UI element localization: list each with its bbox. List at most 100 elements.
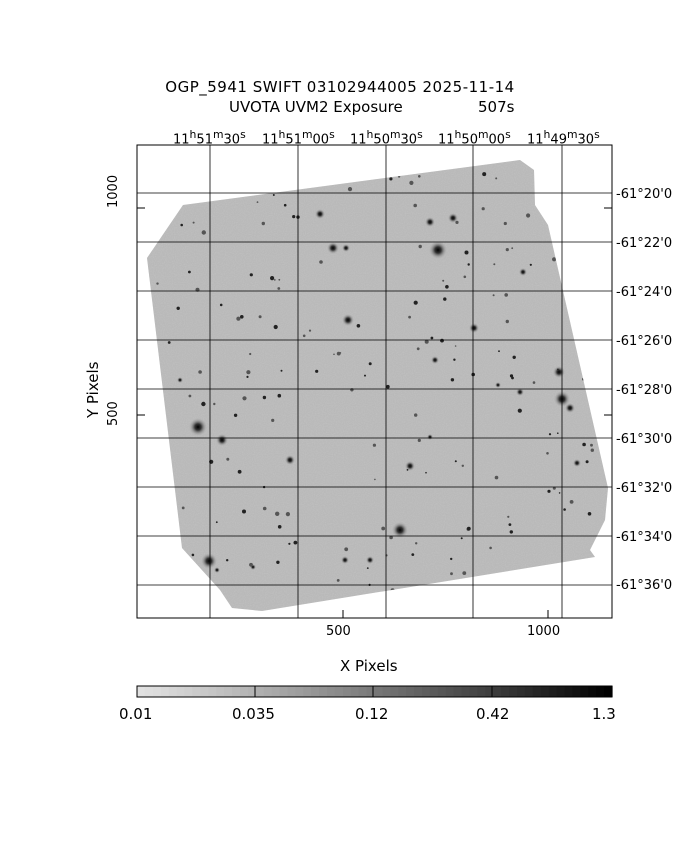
faint-star	[425, 471, 427, 474]
faint-star	[569, 500, 574, 504]
colorbar-cell	[358, 686, 368, 697]
faint-star	[339, 352, 342, 354]
faint-star	[494, 475, 499, 480]
star	[495, 382, 501, 388]
faint-star	[592, 588, 598, 593]
faint-star	[249, 562, 253, 567]
faint-star	[277, 393, 282, 398]
faint-star	[288, 542, 291, 545]
colorbar-cell	[572, 686, 581, 697]
faint-star	[213, 402, 216, 406]
faint-star	[582, 377, 585, 381]
colorbar-cell	[429, 686, 439, 697]
star	[448, 213, 458, 223]
faint-star	[366, 567, 369, 569]
image-title-exposure: 507s	[478, 98, 515, 116]
faint-star	[356, 324, 361, 328]
faint-star	[156, 282, 159, 285]
star	[315, 209, 325, 219]
colorbar-cell	[501, 686, 510, 697]
faint-star	[512, 355, 516, 359]
colorbar-cell	[184, 686, 194, 697]
colorbar-frame	[136, 685, 613, 698]
faint-star	[454, 460, 457, 463]
dec-label-4: -61°26'0	[616, 334, 673, 349]
faint-star	[547, 489, 551, 493]
star	[519, 268, 527, 276]
faint-star	[261, 221, 265, 226]
colorbar-cell	[160, 686, 170, 697]
faint-star	[223, 166, 228, 171]
faint-star	[467, 263, 470, 266]
faint-star	[249, 352, 252, 356]
colorbar-cell	[461, 686, 471, 697]
faint-star	[270, 276, 275, 281]
colorbar-cell	[366, 686, 376, 697]
faint-star	[489, 546, 492, 550]
faint-star	[258, 315, 262, 319]
faint-star	[529, 263, 532, 266]
faint-star	[232, 182, 236, 185]
colorbar-cell	[216, 686, 225, 697]
colorbar-cell	[382, 686, 391, 697]
faint-star	[493, 263, 496, 266]
faint-star	[505, 319, 509, 324]
faint-star	[262, 506, 267, 511]
faint-star	[246, 370, 251, 375]
faint-star	[201, 401, 206, 407]
faint-star	[580, 217, 584, 222]
faint-star	[246, 375, 249, 378]
faint-star	[482, 172, 487, 177]
faint-star	[526, 213, 531, 218]
faint-star	[508, 523, 512, 526]
colorbar-cell	[548, 686, 558, 697]
colorbar-cell	[437, 686, 447, 697]
dec-label-7: -61°32'0	[616, 481, 673, 496]
faint-star	[557, 432, 559, 435]
faint-star	[418, 175, 421, 178]
star	[341, 556, 349, 564]
colorbar-cell	[445, 686, 455, 697]
pixel-axis-ticks	[137, 207, 612, 618]
faint-star	[424, 339, 429, 344]
x-tick-label-1000: 1000	[527, 624, 561, 639]
colorbar-cell	[239, 686, 249, 697]
faint-star	[414, 413, 418, 417]
faint-star	[194, 594, 198, 599]
star	[201, 553, 217, 569]
faint-star	[368, 362, 372, 366]
colorbar-label-2: 0.12	[355, 705, 389, 723]
faint-star	[503, 221, 507, 226]
dec-label-2: -61°22'0	[616, 236, 673, 251]
faint-star	[585, 460, 589, 464]
star	[516, 388, 524, 396]
faint-star	[188, 270, 191, 274]
faint-star	[587, 512, 592, 516]
faint-star	[415, 542, 418, 545]
faint-star	[151, 329, 154, 333]
colorbar-cell	[350, 686, 360, 697]
faint-star	[236, 316, 241, 321]
colorbar-cell	[224, 686, 233, 697]
faint-star	[455, 220, 459, 224]
faint-star	[374, 478, 376, 481]
faint-star	[344, 547, 349, 552]
x-tick-label-500: 500	[326, 624, 351, 639]
colorbar-cell	[137, 686, 146, 697]
faint-star	[188, 394, 192, 398]
colorbar-cell	[319, 686, 328, 697]
faint-star	[336, 579, 340, 582]
colorbar-cell	[580, 686, 589, 697]
faint-star	[273, 324, 278, 330]
faint-star	[582, 442, 586, 447]
faint-star	[242, 396, 247, 401]
colorbar-cell	[279, 686, 289, 697]
faint-star	[273, 279, 276, 281]
colorbar-cell	[398, 686, 407, 697]
colorbar-cell	[144, 686, 154, 697]
colorbar-label-1: 0.035	[232, 705, 275, 723]
faint-star	[440, 338, 444, 343]
faint-star	[240, 315, 244, 319]
colorbar-cell	[509, 686, 518, 697]
colorbar-cell	[406, 686, 415, 697]
